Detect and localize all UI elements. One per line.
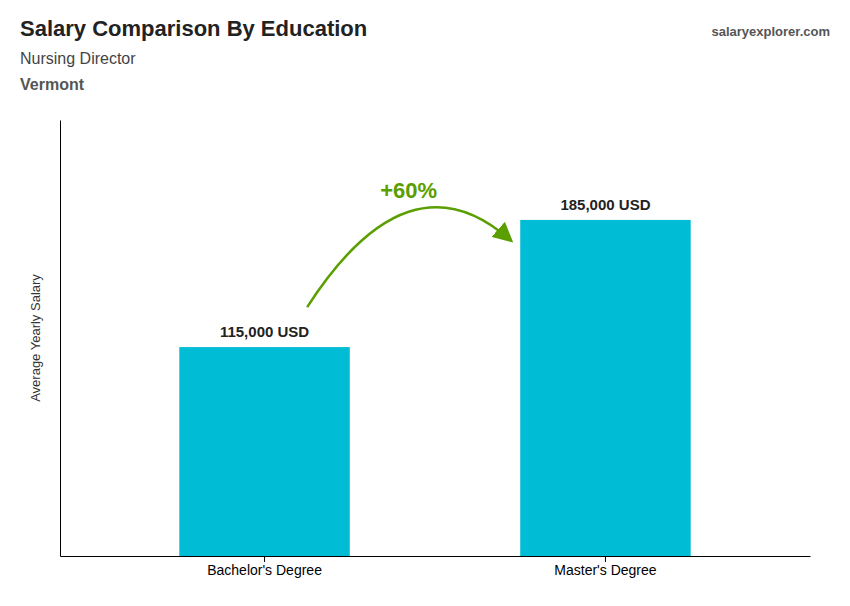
plot: Average Yearly Salary Bachelor's Degree Ma… <box>28 121 811 578</box>
location: Vermont <box>20 76 85 93</box>
y-axis-line <box>60 121 61 557</box>
bars <box>179 220 690 556</box>
data-label: 115,000 USD <box>220 323 309 340</box>
x-tick: Master's Degree <box>554 556 656 578</box>
x-tick-label: Bachelor's Degree <box>207 562 322 578</box>
x-axis: Bachelor's Degree Master's Degree <box>61 556 811 578</box>
bar <box>520 220 690 556</box>
title: Salary Comparison By Education <box>20 16 367 41</box>
x-axis-line <box>61 556 811 557</box>
x-tick: Bachelor's Degree <box>207 556 322 578</box>
chart: Salary Comparison By Education Nursing Di… <box>0 0 850 606</box>
subtitle: Nursing Director <box>20 50 136 67</box>
data-label: 185,000 USD <box>560 196 650 213</box>
y-axis <box>60 121 61 557</box>
change-arrow <box>307 207 510 307</box>
bar <box>179 347 349 556</box>
data-labels: 115,000 USD 185,000 USD <box>220 196 651 340</box>
y-axis-label: Average Yearly Salary <box>28 274 43 402</box>
change-label: +60% <box>380 178 437 203</box>
site: salaryexplorer.com <box>711 24 830 39</box>
x-tick-label: Master's Degree <box>554 562 656 578</box>
